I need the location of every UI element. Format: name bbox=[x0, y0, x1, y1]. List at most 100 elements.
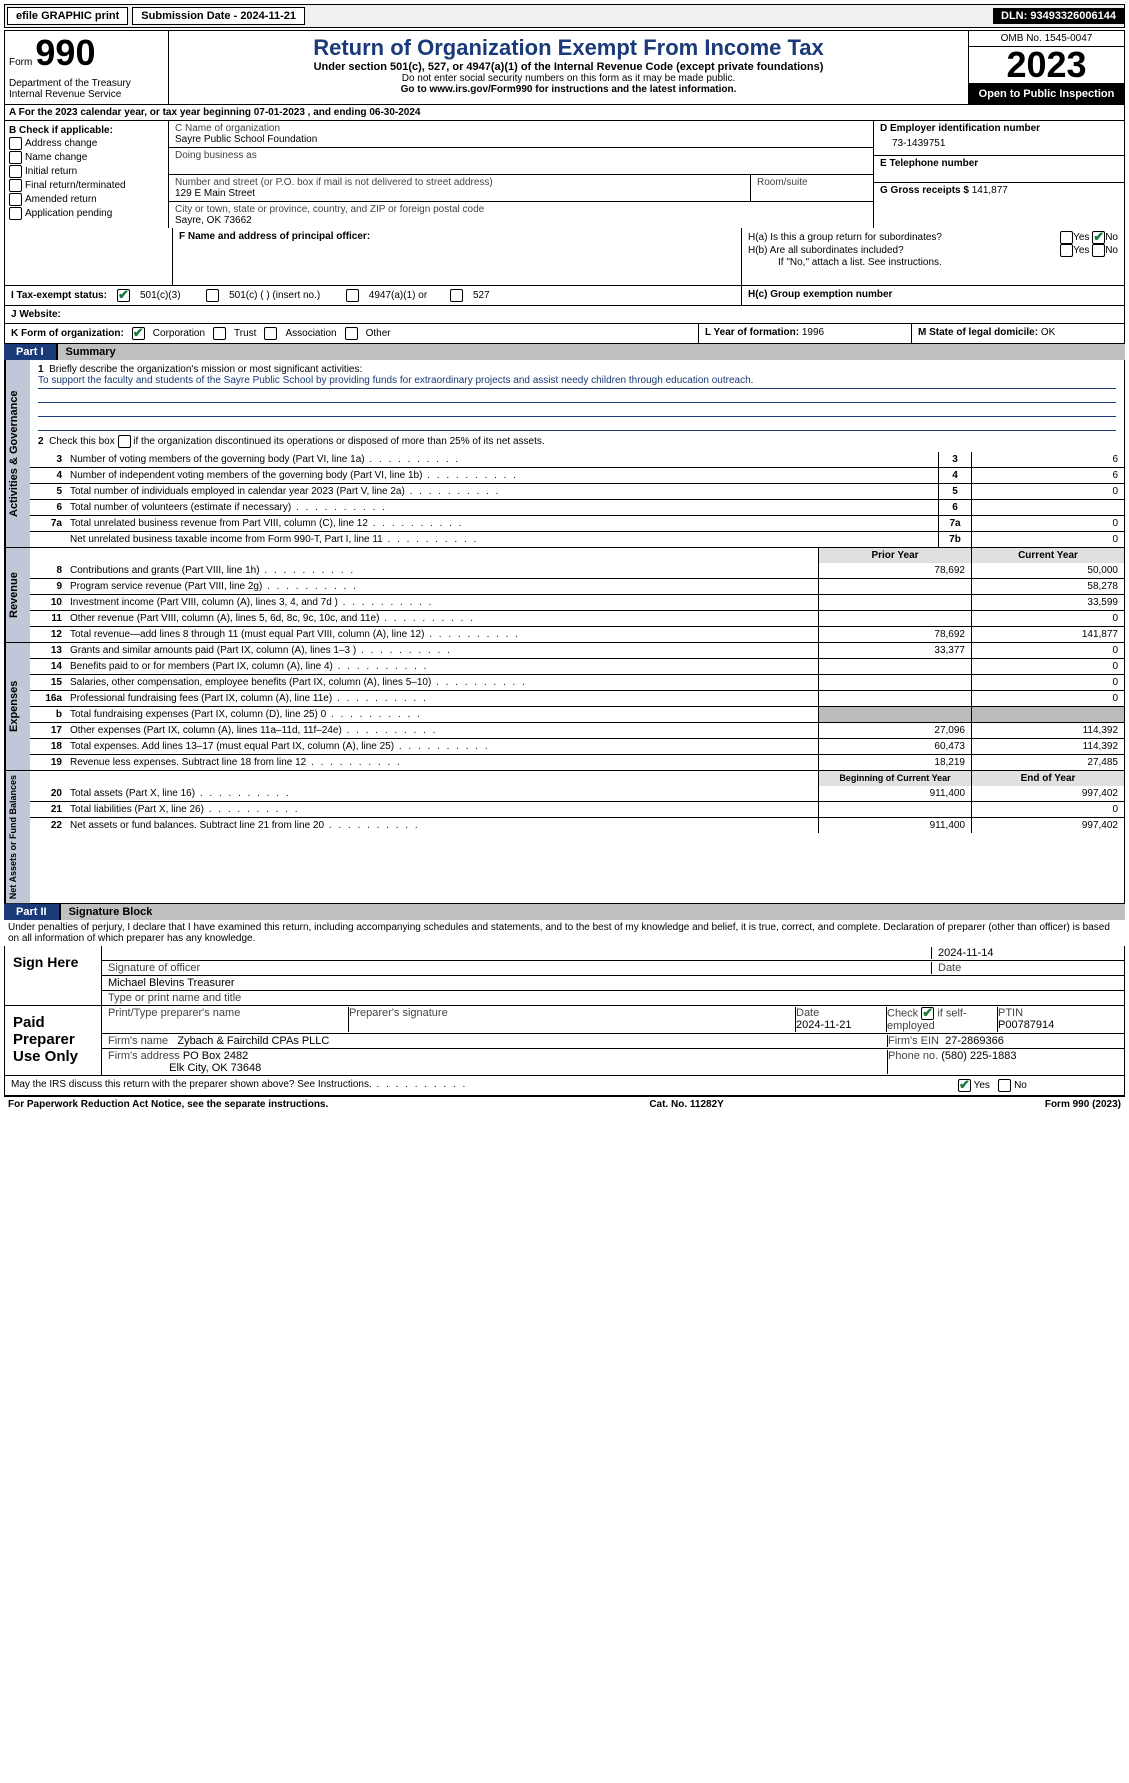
irs-label: Internal Revenue Service bbox=[9, 89, 164, 100]
firm-phone-label: Phone no. bbox=[888, 1050, 938, 1062]
row-num: 6 bbox=[30, 500, 66, 515]
prep-date-label: Date bbox=[796, 1007, 819, 1019]
addr-label: Number and street (or P.O. box if mail i… bbox=[175, 177, 744, 188]
sig-officer-label: Signature of officer bbox=[108, 962, 932, 974]
527-text: 527 bbox=[473, 290, 490, 301]
topbar: efile GRAPHIC print Submission Date - 20… bbox=[4, 4, 1125, 28]
501c-checkbox[interactable] bbox=[206, 289, 219, 302]
row-text: Total expenses. Add lines 13–17 (must eq… bbox=[66, 739, 818, 754]
part1-title: Summary bbox=[58, 344, 1125, 360]
row-prior: 911,400 bbox=[818, 786, 971, 801]
row-value: 0 bbox=[971, 484, 1124, 499]
row-text: Revenue less expenses. Subtract line 18 … bbox=[66, 755, 818, 770]
discuss-no-checkbox[interactable] bbox=[998, 1079, 1011, 1092]
row-text: Total number of individuals employed in … bbox=[66, 484, 938, 499]
row-code: 5 bbox=[938, 484, 971, 499]
b-checkbox[interactable] bbox=[9, 137, 22, 150]
row-prior bbox=[818, 675, 971, 690]
b-checkbox[interactable] bbox=[9, 193, 22, 206]
city-label: City or town, state or province, country… bbox=[175, 204, 867, 215]
col-end: End of Year bbox=[971, 771, 1124, 786]
b-checkbox[interactable] bbox=[9, 179, 22, 192]
row-num: 5 bbox=[30, 484, 66, 499]
footer-left: For Paperwork Reduction Act Notice, see … bbox=[8, 1099, 328, 1110]
row-text: Number of voting members of the governin… bbox=[66, 452, 938, 467]
hb-label: H(b) Are all subordinates included? bbox=[748, 245, 1060, 256]
b-opt-text: Initial return bbox=[25, 166, 77, 177]
corp-text: Corporation bbox=[153, 328, 205, 339]
row-text: Total fundraising expenses (Part IX, col… bbox=[66, 707, 818, 722]
row-a-tax-year: A For the 2023 calendar year, or tax yea… bbox=[4, 105, 1125, 121]
firm-addr1: PO Box 2482 bbox=[183, 1050, 248, 1062]
501c-text: 501(c) ( ) (insert no.) bbox=[229, 290, 320, 301]
assoc-checkbox[interactable] bbox=[264, 327, 277, 340]
b-opt-text: Name change bbox=[25, 152, 87, 163]
row-text: Other expenses (Part IX, column (A), lin… bbox=[66, 723, 818, 738]
row-current: 0 bbox=[971, 802, 1124, 817]
4947-text: 4947(a)(1) or bbox=[369, 290, 427, 301]
discuss-yes-checkbox[interactable] bbox=[958, 1079, 971, 1092]
b-checkbox[interactable] bbox=[9, 165, 22, 178]
firm-addr-label: Firm's address bbox=[108, 1050, 180, 1062]
org-name: Sayre Public School Foundation bbox=[175, 134, 867, 145]
row-num: 16a bbox=[30, 691, 66, 706]
discuss-label: May the IRS discuss this return with the… bbox=[11, 1079, 467, 1090]
ptin-value: P00787914 bbox=[998, 1019, 1054, 1031]
row-value bbox=[971, 500, 1124, 515]
instructions-link[interactable]: Go to www.irs.gov/Form990 for instructio… bbox=[177, 84, 960, 95]
q1-label: Briefly describe the organization's miss… bbox=[49, 364, 362, 375]
form-header: Form 990 Department of the Treasury Inte… bbox=[4, 30, 1125, 105]
trust-checkbox[interactable] bbox=[213, 327, 226, 340]
footer-mid: Cat. No. 11282Y bbox=[649, 1099, 723, 1110]
row-num: 9 bbox=[30, 579, 66, 594]
no-text: No bbox=[1014, 1080, 1027, 1091]
telephone-label: E Telephone number bbox=[880, 158, 1118, 169]
gross-receipts-value: 141,877 bbox=[972, 185, 1008, 196]
ha-no-checkbox[interactable] bbox=[1092, 231, 1105, 244]
row-text: Program service revenue (Part VIII, line… bbox=[66, 579, 818, 594]
row-text: Total revenue—add lines 8 through 11 (mu… bbox=[66, 627, 818, 642]
row-num: b bbox=[30, 707, 66, 722]
row-num: 20 bbox=[30, 786, 66, 801]
gross-receipts-label: G Gross receipts $ bbox=[880, 185, 969, 196]
501c3-checkbox[interactable] bbox=[117, 289, 130, 302]
firm-phone: (580) 225-1883 bbox=[941, 1050, 1016, 1062]
form-word: Form bbox=[9, 57, 32, 68]
row-code: 4 bbox=[938, 468, 971, 483]
row-current: 27,485 bbox=[971, 755, 1124, 770]
yes-text: Yes bbox=[1073, 232, 1089, 243]
b-checkbox[interactable] bbox=[9, 151, 22, 164]
vert-revenue: Revenue bbox=[5, 548, 30, 642]
q2-checkbox[interactable] bbox=[118, 435, 131, 448]
row-code: 6 bbox=[938, 500, 971, 515]
b-checkbox[interactable] bbox=[9, 207, 22, 220]
row-prior: 911,400 bbox=[818, 818, 971, 833]
l-formation-label: L Year of formation: bbox=[705, 327, 799, 338]
corp-checkbox[interactable] bbox=[132, 327, 145, 340]
row-value: 0 bbox=[971, 516, 1124, 531]
self-employed-checkbox[interactable] bbox=[921, 1007, 934, 1020]
check-label: Check bbox=[887, 1008, 918, 1020]
row-prior: 33,377 bbox=[818, 643, 971, 658]
row-prior bbox=[818, 659, 971, 674]
efile-print-button[interactable]: efile GRAPHIC print bbox=[7, 7, 128, 25]
ha-yes-checkbox[interactable] bbox=[1060, 231, 1073, 244]
row-current: 58,278 bbox=[971, 579, 1124, 594]
4947-checkbox[interactable] bbox=[346, 289, 359, 302]
row-current: 0 bbox=[971, 611, 1124, 626]
firm-label: Firm's name bbox=[108, 1035, 168, 1047]
k-label: K Form of organization: bbox=[11, 328, 124, 339]
submission-date-button[interactable]: Submission Date - 2024-11-21 bbox=[132, 7, 305, 25]
row-prior bbox=[818, 802, 971, 817]
row-current: 997,402 bbox=[971, 818, 1124, 833]
l-formation-value: 1996 bbox=[802, 327, 824, 338]
row-text: Other revenue (Part VIII, column (A), li… bbox=[66, 611, 818, 626]
hb-yes-checkbox[interactable] bbox=[1060, 244, 1073, 257]
form-subtitle: Under section 501(c), 527, or 4947(a)(1)… bbox=[177, 61, 960, 73]
row-text: Total assets (Part X, line 16) bbox=[66, 786, 818, 801]
row-text: Total number of volunteers (estimate if … bbox=[66, 500, 938, 515]
hb-no-checkbox[interactable] bbox=[1092, 244, 1105, 257]
other-checkbox[interactable] bbox=[345, 327, 358, 340]
527-checkbox[interactable] bbox=[450, 289, 463, 302]
row-prior: 78,692 bbox=[818, 563, 971, 578]
